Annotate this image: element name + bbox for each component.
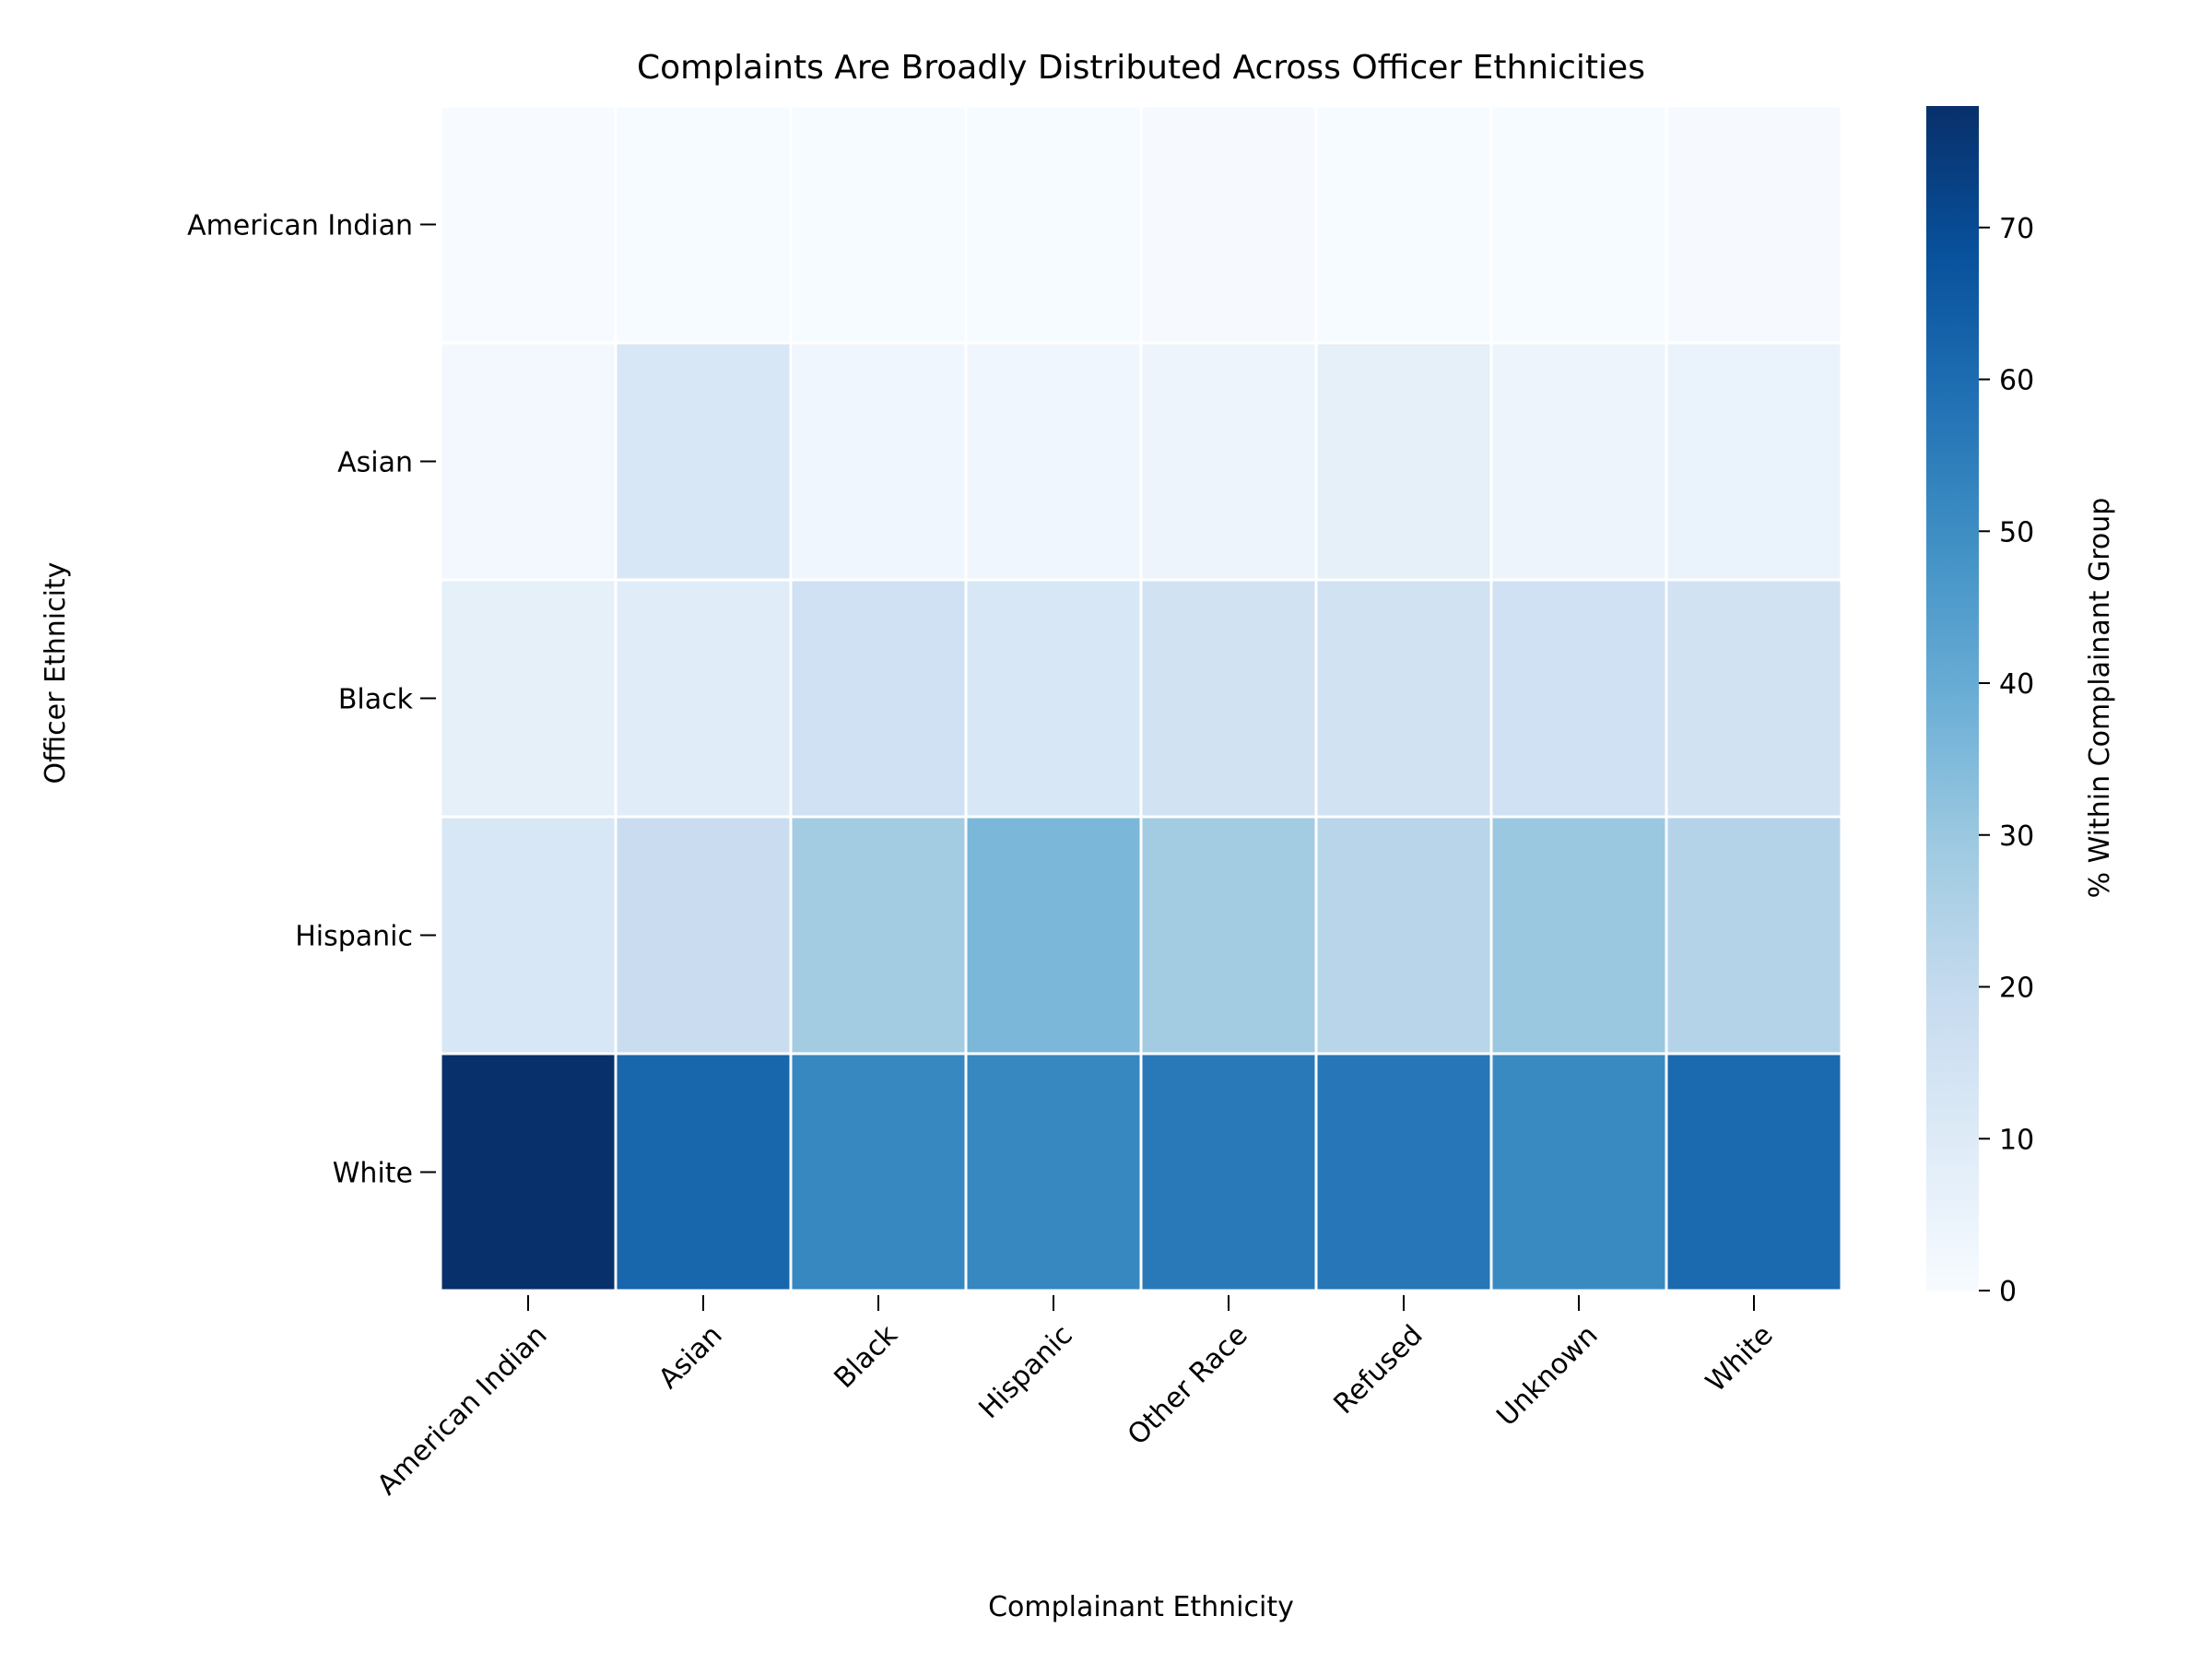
x-tick-label-american-indian: American Indian (371, 1319, 554, 1502)
y-axis-label: Officer Ethnicity (40, 562, 72, 784)
heatmap-cell-black-american-indian (439, 578, 618, 819)
colorbar (1926, 106, 1979, 1291)
colorbar-tick-label-20: 20 (1999, 973, 2034, 1005)
x-axis-label: Complainant Ethnicity (988, 1591, 1294, 1623)
heatmap-cell-american-indian-hispanic (964, 104, 1143, 345)
heatmap-cell-asian-unknown (1489, 341, 1668, 582)
heatmap-cell-white-american-indian (439, 1052, 618, 1292)
heatmap-cell-hispanic-american-indian (439, 815, 618, 1056)
heatmap-cell-white-asian (614, 1052, 793, 1292)
heatmap-cell-white-refused (1314, 1052, 1493, 1292)
heatmap-cell-asian-asian (614, 341, 793, 582)
colorbar-tick-label-70: 70 (1999, 213, 2034, 245)
x-tick-label-asian: Asian (653, 1319, 729, 1396)
colorbar-tick-label-0: 0 (1999, 1276, 2017, 1308)
x-tick-label-black: Black (829, 1318, 905, 1395)
heatmap-cell-black-refused (1314, 578, 1493, 819)
colorbar-tick-label-50: 50 (1999, 516, 2034, 548)
heatmap-cell-asian-black (789, 341, 968, 582)
y-tick-label-american-indian: American Indian (187, 210, 413, 242)
x-tick-label-other-race: Other Race (1122, 1319, 1254, 1452)
heatmap-cell-asian-other-race (1139, 341, 1318, 582)
heatmap-cell-white-black (789, 1052, 968, 1292)
y-axis-ticks: American Indian Asian Black Hispanic White (187, 210, 436, 1190)
y-tick-label-white: White (333, 1158, 413, 1190)
heatmap-cell-hispanic-hispanic (964, 815, 1143, 1056)
heatmap-cell-black-black (789, 578, 968, 819)
colorbar-ticks: 0 10 20 30 40 50 60 70 (1979, 213, 2034, 1308)
x-axis-ticks: American Indian Asian Black Hispanic Other R… (371, 1295, 1780, 1502)
heatmap-cell-hispanic-white (1665, 815, 1843, 1056)
heatmap-cell-hispanic-refused (1314, 815, 1493, 1056)
heatmap-cell-white-other-race (1139, 1052, 1318, 1292)
heatmap-cell-white-hispanic (964, 1052, 1143, 1292)
heatmap-cell-american-indian-american-indian (439, 104, 618, 345)
heatmap-cell-american-indian-unknown (1489, 104, 1668, 345)
x-tick-label-unknown: Unknown (1490, 1319, 1604, 1433)
heatmap-cell-white-white (1665, 1052, 1843, 1292)
heatmap-cell-black-unknown (1489, 578, 1668, 819)
heatmap-cell-asian-hispanic (964, 341, 1143, 582)
y-tick-label-asian: Asian (337, 447, 413, 479)
x-tick-label-refused: Refused (1328, 1319, 1430, 1421)
heatmap-cell-white-unknown (1489, 1052, 1668, 1292)
heatmap-cell-american-indian-black (789, 104, 968, 345)
heatmap-cells (439, 104, 1843, 1292)
heatmap-cell-hispanic-asian (614, 815, 793, 1056)
y-tick-label-hispanic: Hispanic (295, 921, 413, 953)
heatmap-cell-asian-refused (1314, 341, 1493, 582)
heatmap-cell-american-indian-refused (1314, 104, 1493, 345)
heatmap-cell-black-other-race (1139, 578, 1318, 819)
colorbar-label: % Within Complainant Group (2084, 498, 2116, 899)
heatmap-cell-american-indian-asian (614, 104, 793, 345)
heatmap-cell-american-indian-other-race (1139, 104, 1318, 345)
heatmap-cell-black-white (1665, 578, 1843, 819)
heatmap-cell-asian-white (1665, 341, 1843, 582)
heatmap-cell-hispanic-black (789, 815, 968, 1056)
heatmap-cell-hispanic-unknown (1489, 815, 1668, 1056)
heatmap-cell-american-indian-white (1665, 104, 1843, 345)
colorbar-tick-label-10: 10 (1999, 1124, 2034, 1156)
colorbar-tick-label-60: 60 (1999, 365, 2034, 397)
heatmap-cell-black-asian (614, 578, 793, 819)
colorbar-tick-label-30: 30 (1999, 820, 2034, 853)
x-tick-label-hispanic: Hispanic (973, 1319, 1079, 1425)
chart-title: Complaints Are Broadly Distributed Acros… (637, 49, 1645, 87)
x-tick-label-white: White (1700, 1319, 1779, 1398)
heatmap-cell-black-hispanic (964, 578, 1143, 819)
y-tick-label-black: Black (338, 684, 414, 716)
heatmap-cell-hispanic-other-race (1139, 815, 1318, 1056)
colorbar-tick-label-40: 40 (1999, 668, 2034, 701)
heatmap-cell-asian-american-indian (439, 341, 618, 582)
